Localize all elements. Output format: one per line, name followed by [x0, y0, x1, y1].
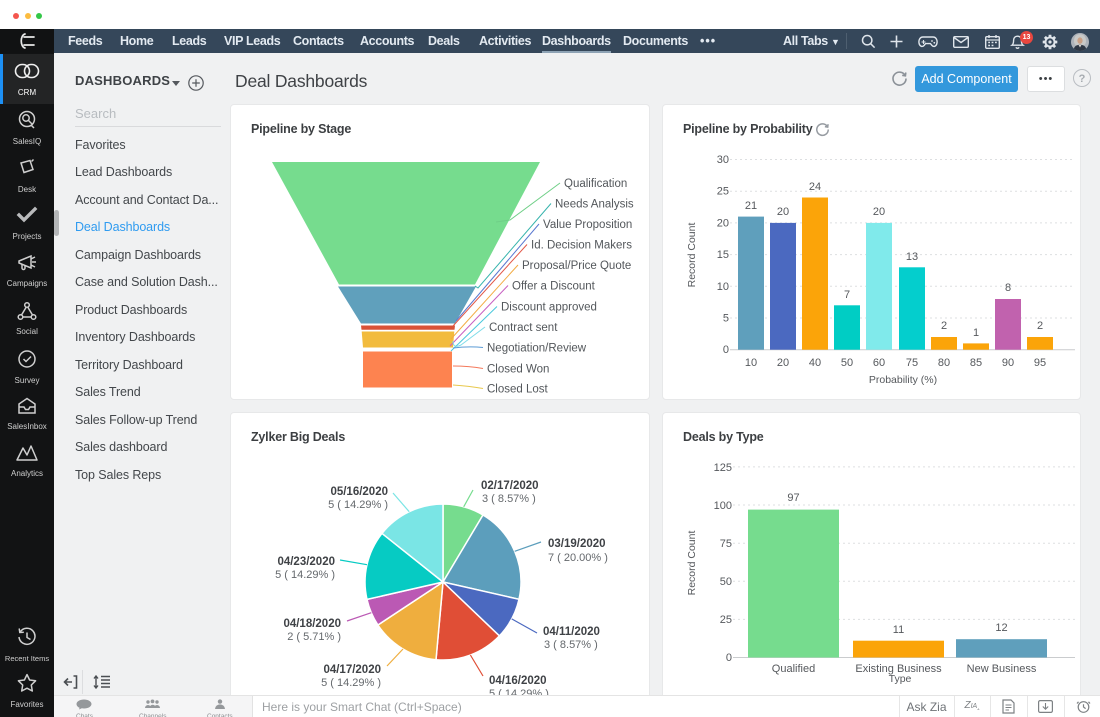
svg-text:Contract sent: Contract sent: [489, 322, 558, 334]
svg-text:03/19/2020: 03/19/2020: [548, 538, 606, 550]
svg-text:Existing Business: Existing Business: [855, 663, 942, 675]
svg-text:New Business: New Business: [967, 663, 1037, 675]
svg-text:95: 95: [1034, 357, 1046, 369]
svg-text:5 ( 14.29% ): 5 ( 14.29% ): [321, 677, 381, 689]
svg-text:5 ( 14.29% ): 5 ( 14.29% ): [328, 499, 388, 511]
svg-text:04/18/2020: 04/18/2020: [283, 618, 341, 630]
svg-text:Qualified: Qualified: [772, 663, 815, 675]
svg-text:Type: Type: [889, 673, 912, 685]
svg-text:2 ( 5.71% ): 2 ( 5.71% ): [287, 631, 341, 643]
svg-text:90: 90: [1002, 357, 1014, 369]
svg-text:2: 2: [1037, 320, 1043, 332]
svg-text:04/11/2020: 04/11/2020: [543, 626, 600, 638]
svg-text:20: 20: [777, 357, 789, 369]
svg-text:24: 24: [809, 181, 821, 193]
svg-text:10: 10: [717, 281, 729, 293]
svg-text:25: 25: [717, 186, 729, 198]
svg-text:1: 1: [973, 327, 979, 339]
svg-text:21: 21: [745, 200, 757, 212]
svg-text:125: 125: [714, 462, 732, 474]
svg-text:Offer a Discount: Offer a Discount: [512, 281, 596, 293]
svg-text:Record Count: Record Count: [686, 531, 698, 596]
svg-text:Closed Lost: Closed Lost: [487, 384, 549, 396]
svg-text:75: 75: [720, 538, 732, 550]
svg-text:7: 7: [844, 289, 850, 301]
svg-text:2: 2: [941, 320, 947, 332]
svg-text:5 ( 14.29% ): 5 ( 14.29% ): [275, 569, 335, 581]
svg-text:11: 11: [893, 624, 904, 636]
svg-text:20: 20: [873, 206, 885, 218]
svg-text:04/23/2020: 04/23/2020: [277, 556, 335, 568]
svg-text:Proposal/Price Quote: Proposal/Price Quote: [522, 260, 631, 272]
svg-text:Record Count: Record Count: [686, 223, 698, 288]
svg-text:Qualification: Qualification: [564, 178, 627, 190]
svg-text:60: 60: [873, 357, 885, 369]
svg-text:02/17/2020: 02/17/2020: [481, 480, 539, 492]
svg-text:85: 85: [970, 357, 982, 369]
svg-text:Needs Analysis: Needs Analysis: [555, 199, 634, 211]
svg-text:13: 13: [906, 251, 918, 263]
svg-text:04/17/2020: 04/17/2020: [323, 664, 381, 676]
svg-text:Id. Decision Makers: Id. Decision Makers: [531, 240, 632, 252]
svg-text:8: 8: [1005, 282, 1011, 294]
svg-text:7 ( 20.00% ): 7 ( 20.00% ): [548, 552, 608, 564]
svg-text:Value Proposition: Value Proposition: [543, 219, 632, 231]
svg-text:75: 75: [906, 357, 918, 369]
svg-text:Negotiation/Review: Negotiation/Review: [487, 343, 587, 355]
svg-text:10: 10: [745, 357, 757, 369]
svg-text:3 ( 8.57% ): 3 ( 8.57% ): [482, 493, 536, 505]
svg-text:20: 20: [717, 217, 729, 229]
svg-text:5: 5: [723, 313, 729, 325]
svg-text:12: 12: [995, 622, 1007, 634]
svg-text:25: 25: [720, 614, 732, 626]
svg-text:50: 50: [720, 576, 732, 588]
svg-text:3 ( 8.57% ): 3 ( 8.57% ): [544, 639, 598, 651]
svg-text:20: 20: [777, 206, 789, 218]
svg-text:30: 30: [717, 154, 729, 166]
svg-text:97: 97: [787, 492, 799, 504]
svg-text:0: 0: [726, 652, 732, 664]
svg-text:05/16/2020: 05/16/2020: [330, 486, 388, 498]
svg-text:40: 40: [809, 357, 821, 369]
svg-text:Probability (%): Probability (%): [869, 374, 937, 386]
svg-text:0: 0: [723, 344, 729, 356]
svg-text:04/16/2020: 04/16/2020: [489, 675, 547, 687]
svg-text:Discount approved: Discount approved: [501, 302, 597, 314]
svg-text:50: 50: [841, 357, 853, 369]
svg-text:100: 100: [714, 500, 732, 512]
svg-text:15: 15: [717, 249, 729, 261]
svg-text:80: 80: [938, 357, 950, 369]
svg-text:Closed Won: Closed Won: [487, 364, 549, 376]
